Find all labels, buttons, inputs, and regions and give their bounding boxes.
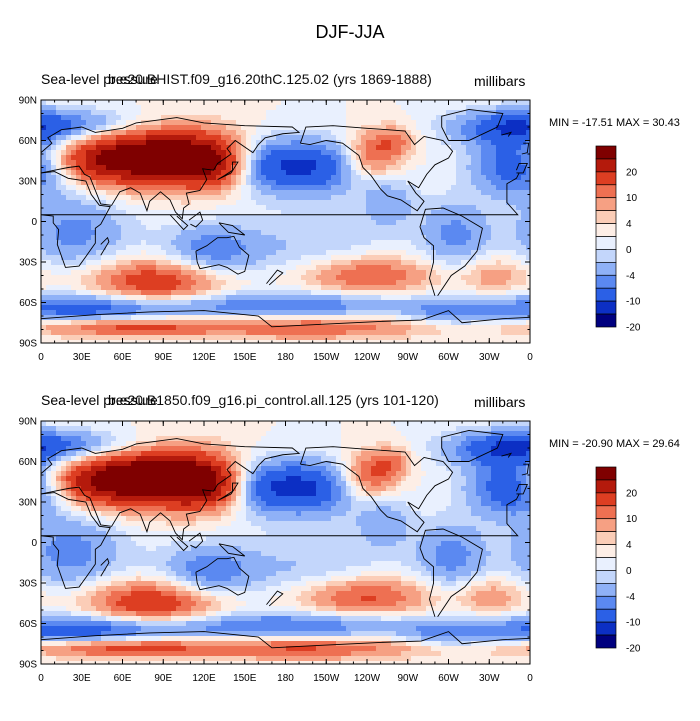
x-tick-label: 30W xyxy=(479,673,500,684)
colorbar-swatch xyxy=(596,635,616,648)
x-tick-label: 120W xyxy=(354,352,381,363)
x-tick-label: 0 xyxy=(527,673,533,684)
colorbar-label: 20 xyxy=(626,488,638,499)
colorbar-swatch xyxy=(596,519,616,532)
y-tick-label: 60S xyxy=(19,298,37,309)
units-label: millibars xyxy=(474,73,525,89)
colorbar-swatch xyxy=(596,493,616,506)
colorbar-swatch xyxy=(596,262,616,275)
colorbar-swatch xyxy=(596,532,616,545)
x-tick-label: 120E xyxy=(192,673,216,684)
colorbar-label: -20 xyxy=(626,644,641,655)
colorbar-swatch xyxy=(596,237,616,250)
colorbar-swatch xyxy=(596,622,616,635)
min-max-label: MIN = -17.51 MAX = 30.43 xyxy=(549,117,680,129)
colorbar-label: 4 xyxy=(626,219,632,230)
colorbar: 20 10 4 0 -4 -10 -20 xyxy=(596,467,641,655)
x-tick-label: 180 xyxy=(277,673,294,684)
x-tick-label: 0 xyxy=(38,673,44,684)
x-tick-label: 30E xyxy=(73,352,91,363)
y-tick-label: 90S xyxy=(19,339,37,350)
colorbar-swatch xyxy=(596,596,616,609)
x-tick-label: 90W xyxy=(397,673,418,684)
colorbar-label: -10 xyxy=(626,297,641,308)
x-tick-label: 60W xyxy=(438,673,459,684)
colorbar-label: -4 xyxy=(626,271,635,282)
colorbar-swatch xyxy=(596,609,616,622)
x-tick-label: 120W xyxy=(354,673,381,684)
x-tick-label: 150W xyxy=(313,352,340,363)
y-tick-label: 30N xyxy=(19,498,37,509)
y-tick-label: 60N xyxy=(19,457,37,468)
colorbar-label: -20 xyxy=(626,323,641,334)
x-tick-label: 60E xyxy=(114,352,132,363)
x-tick-label: 30E xyxy=(73,673,91,684)
colorbar-label: 10 xyxy=(626,514,638,525)
y-tick-label: 90N xyxy=(19,417,37,428)
x-tick-label: 180 xyxy=(277,352,294,363)
x-tick-label: 150E xyxy=(233,352,257,363)
colorbar-swatch xyxy=(596,146,616,159)
colorbar-swatch xyxy=(596,467,616,480)
y-tick-label: 30S xyxy=(19,258,37,269)
colorbar-swatch xyxy=(596,583,616,596)
colorbar-swatch xyxy=(596,288,616,301)
units-label: millibars xyxy=(474,394,525,410)
colorbar-label: 0 xyxy=(626,245,632,256)
y-tick-label: 30N xyxy=(19,177,37,188)
colorbar-label: -4 xyxy=(626,592,635,603)
colorbar-swatch xyxy=(596,570,616,583)
y-tick-label: 90S xyxy=(19,660,37,671)
panel-center-title: b.e20.B1850.f09_g16.pi_control.all.125 (… xyxy=(108,392,439,408)
x-tick-label: 90E xyxy=(154,352,172,363)
x-tick-label: 30W xyxy=(479,352,500,363)
colorbar-label: 10 xyxy=(626,193,638,204)
colorbar-label: 0 xyxy=(626,566,632,577)
x-tick-label: 120E xyxy=(192,352,216,363)
colorbar-swatch xyxy=(596,301,616,314)
x-tick-label: 60E xyxy=(114,673,132,684)
colorbar-label: 4 xyxy=(626,540,632,551)
y-tick-label: 0 xyxy=(31,217,37,228)
pressure-field xyxy=(41,100,532,346)
x-tick-label: 90W xyxy=(397,352,418,363)
y-tick-label: 90N xyxy=(19,96,37,107)
colorbar-swatch xyxy=(596,480,616,493)
colorbar-swatch xyxy=(596,172,616,185)
y-tick-label: 0 xyxy=(31,538,37,549)
colorbar-swatch xyxy=(596,159,616,172)
colorbar-swatch xyxy=(596,314,616,327)
x-tick-label: 150W xyxy=(313,673,340,684)
y-tick-label: 30S xyxy=(19,579,37,590)
colorbar-swatch xyxy=(596,185,616,198)
colorbar-swatch xyxy=(596,198,616,211)
x-tick-label: 150E xyxy=(233,673,257,684)
x-tick-label: 0 xyxy=(38,352,44,363)
colorbar-swatch xyxy=(596,211,616,224)
colorbar-label: 20 xyxy=(626,167,638,178)
y-tick-label: 60S xyxy=(19,619,37,630)
x-tick-label: 60W xyxy=(438,352,459,363)
colorbar-swatch xyxy=(596,275,616,288)
colorbar-label: -10 xyxy=(626,618,641,629)
x-tick-label: 90E xyxy=(154,673,172,684)
colorbar-swatch xyxy=(596,224,616,237)
colorbar-swatch xyxy=(596,545,616,558)
x-tick-label: 0 xyxy=(527,352,533,363)
colorbar-swatch xyxy=(596,558,616,571)
colorbar-swatch xyxy=(596,249,616,262)
pressure-field xyxy=(41,421,532,667)
panel-center-title: b.e20.BHIST.f09_g16.20thC.125.02 (yrs 18… xyxy=(108,71,432,87)
colorbar-swatch xyxy=(596,506,616,519)
figure-title: DJF-JJA xyxy=(0,22,700,43)
min-max-label: MIN = -20.90 MAX = 29.64 xyxy=(549,438,680,450)
y-tick-label: 60N xyxy=(19,136,37,147)
colorbar: 20 10 4 0 -4 -10 -20 xyxy=(596,146,641,334)
